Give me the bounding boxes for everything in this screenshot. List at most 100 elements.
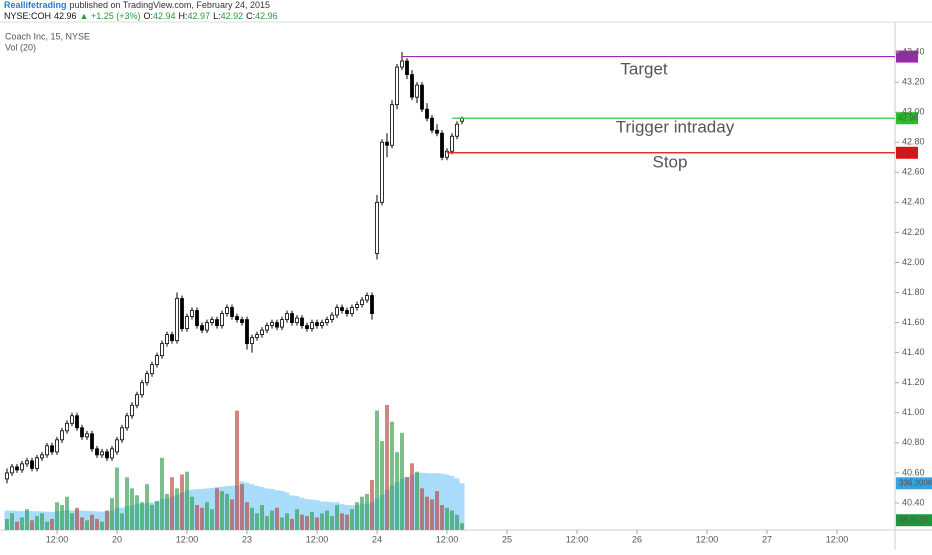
candle-body (290, 313, 294, 323)
header-line1: Reallifetrading published on TradingView.… (4, 0, 270, 10)
candle (235, 313, 239, 323)
candle-body (150, 364, 154, 375)
candle-body (400, 60, 404, 68)
volume-bar (275, 507, 279, 530)
y-tick-label: 41.20 (902, 377, 925, 387)
candle-body (440, 132, 444, 158)
candle (265, 322, 269, 334)
volume-bar (135, 495, 139, 530)
candle (285, 310, 289, 323)
ohlc-value: 42.92 (221, 11, 244, 21)
volume-bar (110, 498, 114, 530)
y-tick-label: 41.60 (902, 317, 925, 327)
candle-body (160, 343, 164, 357)
change: ▲ +1.25 (+3%) (80, 11, 141, 21)
x-tick-label: 27 (762, 534, 772, 544)
candle-body (140, 382, 144, 396)
published: published on TradingView.com, February 2… (70, 0, 270, 10)
volume-bar (90, 514, 94, 530)
volume-bar (20, 517, 24, 530)
y-tick-label: 42.40 (902, 197, 925, 207)
candle-body (385, 141, 389, 146)
volume-bar (445, 507, 449, 530)
volume-bar (115, 467, 119, 530)
ohlc-key: O: (144, 11, 154, 21)
volume-bar (180, 474, 184, 530)
candle (355, 301, 359, 311)
candle-body (230, 307, 234, 317)
volume-bar (80, 517, 84, 530)
candle (25, 457, 29, 467)
x-tick-label: 12:00 (566, 534, 589, 544)
volume-bar (380, 441, 384, 530)
x-tick-label: 12:00 (826, 534, 849, 544)
candle (450, 133, 454, 155)
volume-bar (65, 496, 69, 530)
level-price-box (896, 146, 918, 159)
candle-body (40, 454, 44, 459)
volume-bar (120, 513, 124, 530)
ohlc-value: 42.97 (188, 11, 211, 21)
volume-bar (345, 514, 349, 530)
volume-bar (405, 477, 409, 530)
annotation-stop: Stop (653, 152, 688, 171)
candle (10, 463, 14, 476)
candle (260, 327, 264, 338)
candle (330, 312, 334, 323)
volume-bar (425, 496, 429, 530)
candle (240, 316, 244, 326)
candle-body (395, 66, 399, 106)
candle (310, 319, 314, 332)
candle (20, 460, 24, 473)
candle (425, 103, 429, 122)
volume-bar (395, 452, 399, 530)
candle (80, 424, 84, 440)
candle (130, 402, 134, 419)
candle-body (270, 322, 274, 326)
volume-bar (40, 513, 44, 530)
candle-body (300, 317, 304, 326)
author[interactable]: Reallifetrading (4, 0, 67, 10)
candle (50, 442, 54, 455)
candle-body (210, 319, 214, 323)
volume-bar (140, 502, 144, 530)
axis-value-box (896, 514, 932, 527)
y-tick-label: 43.20 (902, 76, 925, 86)
candle (150, 361, 154, 377)
volume-bar (170, 477, 174, 530)
volume-bar (235, 410, 239, 530)
candle-body (295, 317, 299, 323)
candle-body (50, 445, 54, 453)
volume-bar (290, 518, 294, 530)
volume-bar (45, 521, 49, 530)
candle-body (200, 325, 204, 331)
y-tick-label: 40.80 (902, 437, 925, 447)
candle-body (370, 295, 374, 314)
x-tick-label: 12:00 (696, 534, 719, 544)
volume-bar (215, 488, 219, 530)
candle-body (105, 451, 109, 459)
candle-body (110, 448, 114, 459)
volume-bar (130, 488, 134, 530)
candle (290, 310, 294, 326)
candle (125, 412, 129, 431)
volume-bar (125, 477, 129, 530)
candle-body (65, 422, 69, 432)
candle-body (405, 60, 409, 76)
volume-bar (340, 513, 344, 530)
candle-body (320, 322, 324, 326)
candle (420, 82, 424, 113)
candle (160, 340, 164, 359)
candle (375, 194, 379, 260)
volume-bar (455, 514, 459, 530)
level-price-label: 42.73 (898, 148, 919, 157)
candle (75, 412, 79, 431)
candle (370, 292, 374, 320)
volume-bar (370, 480, 374, 530)
candle (430, 115, 434, 134)
volume-bar (155, 500, 159, 530)
x-tick-label: 20 (112, 534, 122, 544)
candle-body (85, 433, 89, 438)
ohlc-key: L: (213, 11, 221, 21)
